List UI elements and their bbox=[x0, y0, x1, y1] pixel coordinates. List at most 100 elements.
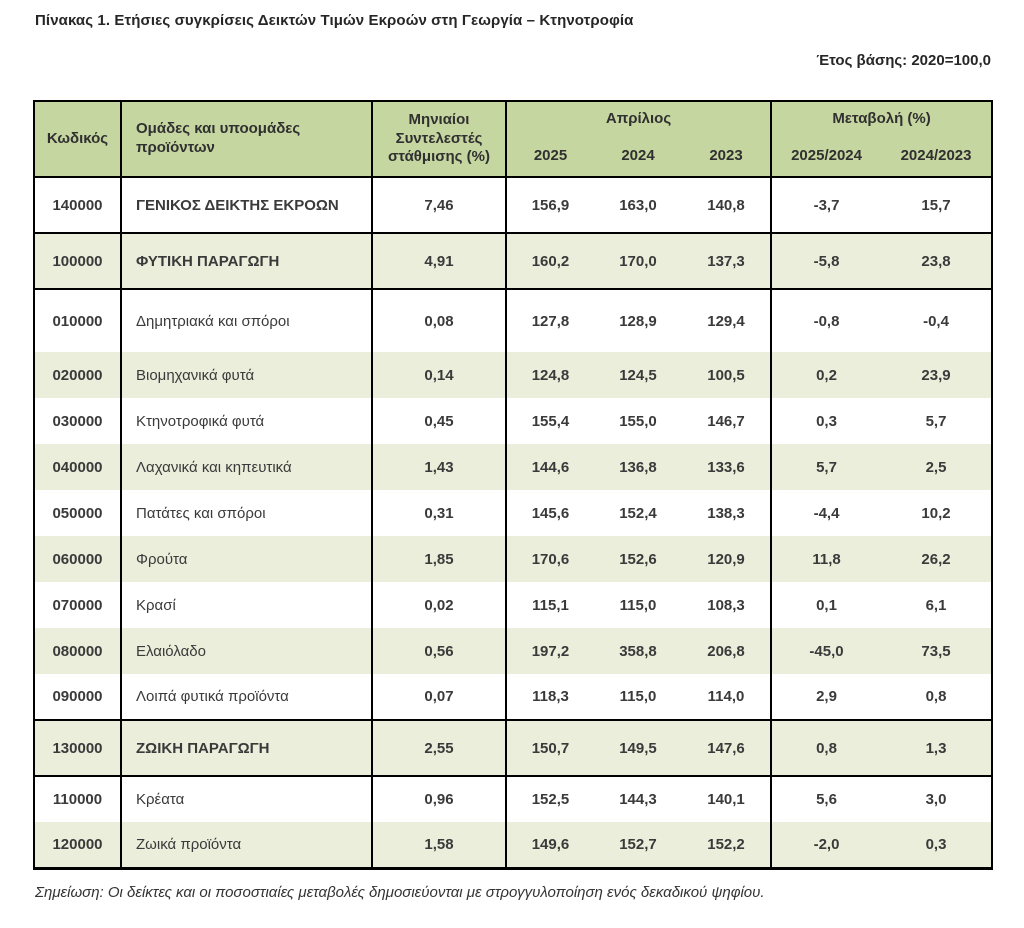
table-row: 060000 Φρούτα 1,85 170,6 152,6 120,9 11,8 26,2 bbox=[34, 536, 993, 582]
row-code: 030000 bbox=[34, 398, 122, 444]
row-apr-2024: 115,0 bbox=[619, 596, 657, 614]
row-chg-2025-2024: -5,8 bbox=[813, 252, 840, 270]
row-apr-2024: 115,0 bbox=[619, 688, 657, 705]
row-apr-2023: 152,2 bbox=[682, 822, 773, 868]
row-chg-2024-2023: 10,2 bbox=[921, 504, 951, 522]
row-apr-2024: 144,3 bbox=[619, 791, 657, 808]
row-chg-2025-2024: 0,3 bbox=[816, 412, 837, 430]
row-apr-2023: 147,6 bbox=[682, 720, 773, 776]
header-year-2025: 2025 bbox=[506, 137, 594, 178]
table-row: 020000 Βιομηχανικά φυτά 0,14 124,8 124,5 100,… bbox=[34, 352, 993, 398]
table-row: 010000 Δημητριακά και σπόροι 0,08 127,8 128,… bbox=[34, 289, 993, 352]
row-apr-2025: 145,6 bbox=[531, 504, 570, 522]
row-chg-2024-2023: 26,2 bbox=[921, 550, 951, 568]
header-change-group: Μεταβολή (%) bbox=[771, 101, 993, 137]
row-chg-2025-2024: -0,8 bbox=[813, 312, 840, 330]
header-year-2024: 2024 bbox=[594, 137, 682, 178]
row-chg-2024-2023: 73,5 bbox=[921, 642, 951, 660]
header-year-2023: 2023 bbox=[682, 137, 773, 178]
row-chg-2024-2023: 0,3 bbox=[925, 835, 947, 853]
row-code: 010000 bbox=[34, 289, 122, 352]
row-chg-2025-2024: 5,6 bbox=[816, 791, 837, 808]
row-apr-2025: 127,8 bbox=[531, 312, 570, 330]
row-weight: 4,91 bbox=[372, 233, 507, 289]
table-row: 090000 Λοιπά φυτικά προϊόντα 0,07 118,3 115,… bbox=[34, 674, 993, 720]
header-row-years: 2025 2024 2023 2025/2024 2024/2023 bbox=[34, 137, 993, 178]
row-name: Λαχανικά και κηπευτικά bbox=[121, 444, 373, 490]
row-name: Κτηνοτροφικά φυτά bbox=[121, 398, 373, 444]
row-name: Ελαιόλαδο bbox=[121, 628, 373, 674]
row-apr-2024: 358,8 bbox=[619, 642, 657, 660]
row-weight: 0,45 bbox=[372, 398, 507, 444]
row-chg-2024-2023: 6,1 bbox=[925, 596, 947, 614]
row-apr-2024: 152,7 bbox=[619, 835, 657, 853]
indices-table: Κωδικός Ομάδες και υποομάδες προϊόντων Μ… bbox=[33, 100, 994, 870]
row-apr-2023: 140,1 bbox=[682, 776, 773, 822]
footnote: Σημείωση: Οι δείκτες και οι ποσοστιαίες … bbox=[35, 884, 765, 901]
row-weight: 0,56 bbox=[372, 628, 507, 674]
row-apr-2025: 124,8 bbox=[531, 366, 570, 384]
table-row: 040000 Λαχανικά και κηπευτικά 1,43 144,6 136… bbox=[34, 444, 993, 490]
row-apr-2024: 149,5 bbox=[619, 739, 657, 757]
row-chg-2024-2023: 23,8 bbox=[921, 252, 951, 270]
row-apr-2023: 129,4 bbox=[682, 289, 773, 352]
table-body: 140000 ΓΕΝΙΚΟΣ ΔΕΙΚΤΗΣ ΕΚΡΟΩΝ 7,46 156,9 163… bbox=[34, 177, 993, 868]
table-row: 110000 Κρέατα 0,96 152,5 144,3 140,1 5,6 3,0 bbox=[34, 776, 993, 822]
row-code: 070000 bbox=[34, 582, 122, 628]
row-code: 050000 bbox=[34, 490, 122, 536]
table-row: 100000 ΦΥΤΙΚΗ ΠΑΡΑΓΩΓΗ 4,91 160,2 170,0 137,3… bbox=[34, 233, 993, 289]
row-weight: 0,96 bbox=[372, 776, 507, 822]
row-weight: 7,46 bbox=[372, 177, 507, 233]
row-chg-2024-2023: 3,0 bbox=[925, 791, 947, 808]
row-apr-2025: 149,6 bbox=[531, 835, 570, 853]
row-chg-2025-2024: 11,8 bbox=[812, 550, 841, 568]
row-apr-2025: 115,1 bbox=[532, 596, 569, 614]
row-name: Βιομηχανικά φυτά bbox=[121, 352, 373, 398]
row-apr-2024: 136,8 bbox=[619, 458, 657, 476]
row-code: 060000 bbox=[34, 536, 122, 582]
row-chg-2024-2023: 15,7 bbox=[921, 196, 951, 214]
row-name: Κρέατα bbox=[121, 776, 373, 822]
row-chg-2025-2024: 0,1 bbox=[816, 596, 837, 614]
row-weight: 0,08 bbox=[372, 289, 507, 352]
row-apr-2025: 197,2 bbox=[531, 642, 570, 660]
row-apr-2023: 108,3 bbox=[682, 582, 773, 628]
row-name: Πατάτες και σπόροι bbox=[121, 490, 373, 536]
header-change-2024-2023: 2024/2023 bbox=[881, 137, 993, 178]
header-groups: Ομάδες και υποομάδες προϊόντων bbox=[121, 101, 373, 178]
row-apr-2023: 100,5 bbox=[682, 352, 773, 398]
row-apr-2025: 156,9 bbox=[531, 196, 570, 214]
row-code: 040000 bbox=[34, 444, 122, 490]
row-apr-2025: 150,7 bbox=[531, 739, 570, 757]
row-chg-2024-2023: 2,5 bbox=[925, 458, 947, 476]
table-row: 130000 ΖΩΙΚΗ ΠΑΡΑΓΩΓΗ 2,55 150,7 149,5 147,6 0… bbox=[34, 720, 993, 776]
row-apr-2023: 146,7 bbox=[682, 398, 773, 444]
table-row: 080000 Ελαιόλαδο 0,56 197,2 358,8 206,8 -45,0 7… bbox=[34, 628, 993, 674]
table-row: 030000 Κτηνοτροφικά φυτά 0,45 155,4 155,0 146… bbox=[34, 398, 993, 444]
row-code: 120000 bbox=[34, 822, 122, 868]
header-change-2025-2024: 2025/2024 bbox=[771, 137, 882, 178]
row-chg-2024-2023: 23,9 bbox=[921, 366, 951, 384]
row-weight: 0,14 bbox=[372, 352, 507, 398]
row-name: Λοιπά φυτικά προϊόντα bbox=[121, 674, 373, 720]
row-chg-2024-2023: 1,3 bbox=[925, 739, 947, 757]
row-apr-2023: 114,0 bbox=[682, 674, 773, 720]
row-name: ΖΩΙΚΗ ΠΑΡΑΓΩΓΗ bbox=[121, 720, 373, 776]
row-name: ΓΕΝΙΚΟΣ ΔΕΙΚΤΗΣ ΕΚΡΟΩΝ bbox=[121, 177, 373, 233]
row-chg-2025-2024: 2,9 bbox=[816, 688, 837, 705]
table-row: 120000 Ζωικά προϊόντα 1,58 149,6 152,7 152,2 -… bbox=[34, 822, 993, 868]
row-code: 020000 bbox=[34, 352, 122, 398]
header-month-group: Απρίλιος bbox=[506, 101, 773, 137]
table-row: 050000 Πατάτες και σπόροι 0,31 145,6 152,4 13… bbox=[34, 490, 993, 536]
row-chg-2025-2024: -45,0 bbox=[809, 642, 844, 660]
row-apr-2023: 133,6 bbox=[682, 444, 773, 490]
row-weight: 0,07 bbox=[372, 674, 507, 720]
row-name: Δημητριακά και σπόροι bbox=[121, 289, 373, 352]
row-chg-2025-2024: -2,0 bbox=[813, 835, 840, 853]
row-apr-2023: 137,3 bbox=[682, 233, 773, 289]
page-title: Πίνακας 1. Ετήσιες συγκρίσεις Δεικτών Τι… bbox=[35, 12, 634, 29]
row-name: Κρασί bbox=[121, 582, 373, 628]
table-row: 070000 Κρασί 0,02 115,1 115,0 108,3 0,1 6,1 bbox=[34, 582, 993, 628]
row-weight: 2,55 bbox=[372, 720, 507, 776]
